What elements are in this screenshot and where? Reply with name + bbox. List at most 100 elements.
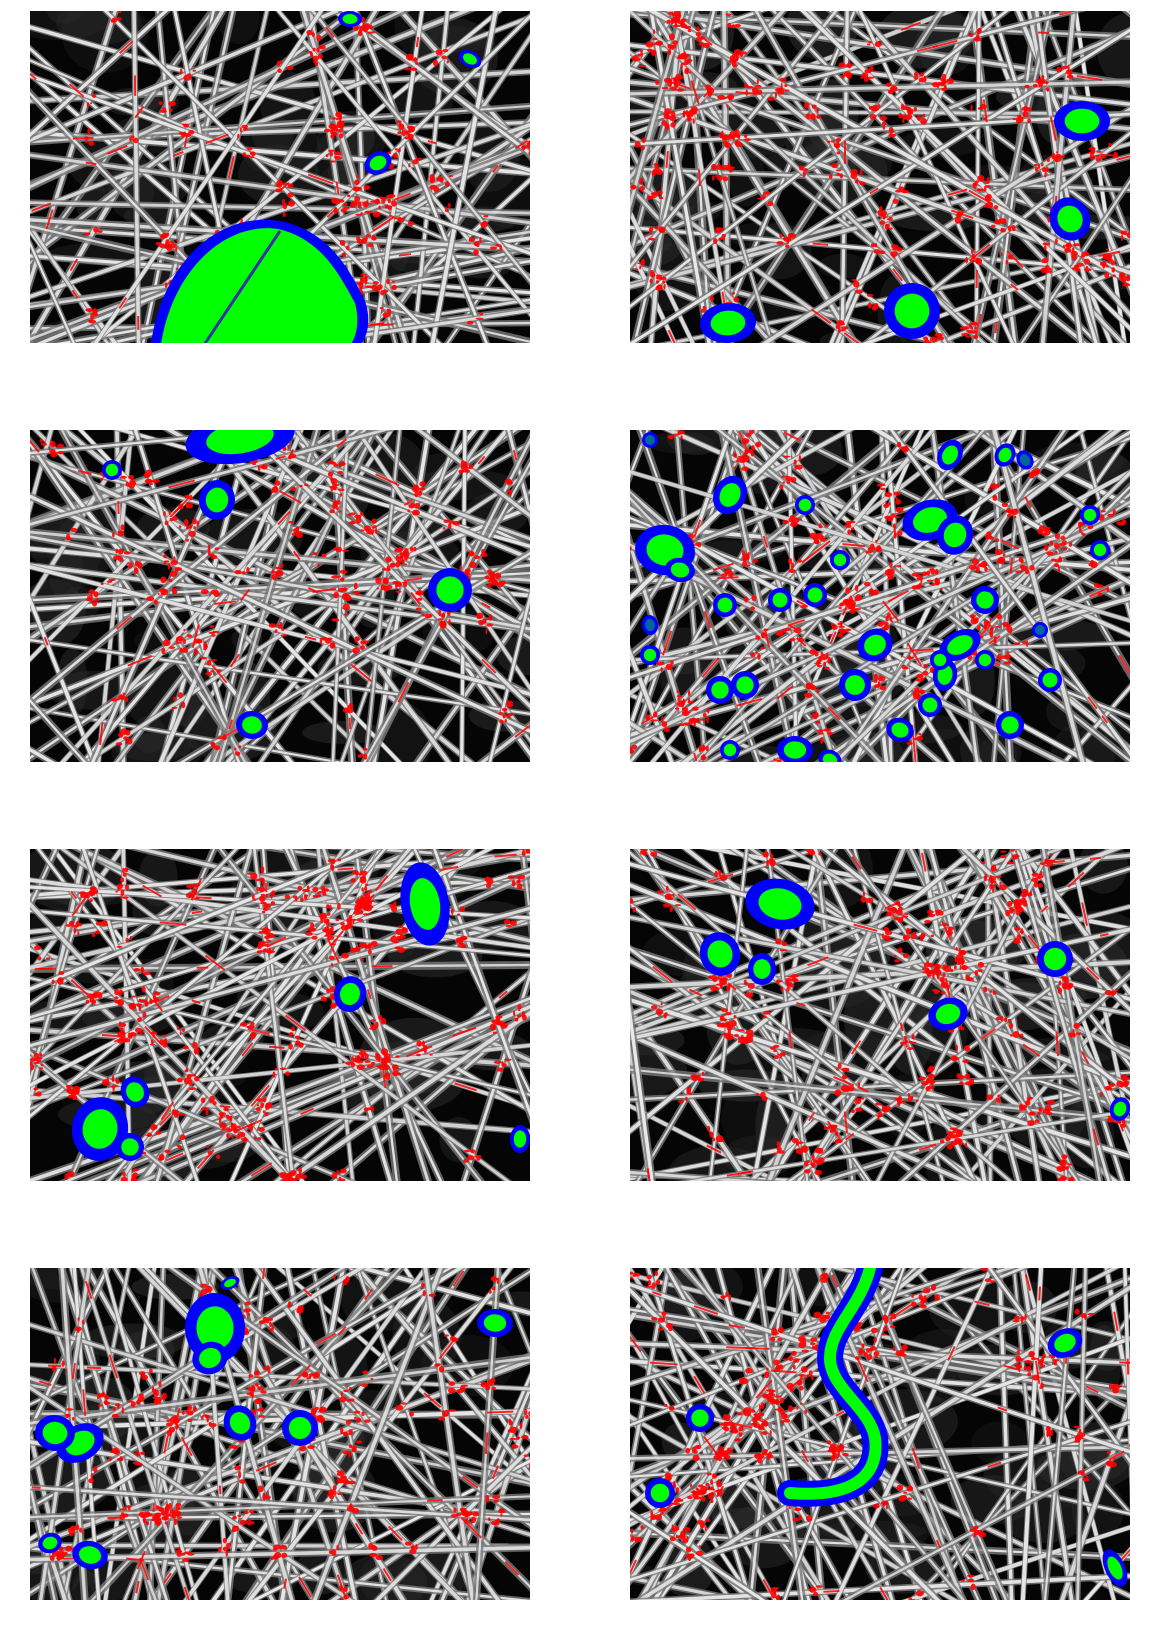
fiber — [349, 177, 530, 343]
junction-mark — [894, 516, 901, 519]
junction-mark — [875, 545, 882, 553]
junction-mark — [130, 1401, 136, 1408]
junction-mark — [468, 550, 475, 557]
junction-mark — [311, 32, 315, 37]
junction-mark — [1017, 114, 1022, 118]
junction-mark — [1006, 651, 1010, 654]
junction-mark — [887, 82, 892, 86]
junction-mark — [225, 1114, 230, 1118]
junction-streak — [219, 1105, 231, 1108]
junction-mark — [1044, 544, 1049, 552]
junction-mark — [125, 937, 129, 943]
junction-mark — [242, 1136, 248, 1143]
junction-mark — [39, 1067, 44, 1070]
junction-mark — [336, 1470, 345, 1473]
junction-mark — [172, 1109, 179, 1115]
junction-mark — [858, 1082, 861, 1087]
junction-mark — [912, 693, 921, 700]
junction-mark — [210, 589, 219, 595]
junction-mark — [416, 1040, 423, 1047]
junction-mark — [934, 568, 939, 575]
junction-mark — [849, 609, 857, 614]
junction-mark — [205, 1108, 209, 1116]
fiber — [986, 849, 992, 1181]
junction-mark — [874, 684, 880, 689]
junction-mark — [338, 133, 344, 139]
junction-mark — [304, 483, 309, 486]
fiber — [1079, 430, 1130, 621]
junction-mark — [976, 624, 981, 631]
junction-streak — [652, 965, 674, 983]
bead — [1054, 101, 1110, 141]
junction-mark — [166, 245, 173, 252]
junction-mark — [403, 935, 406, 939]
bead — [641, 615, 659, 635]
junction-mark — [49, 441, 56, 448]
junction-mark — [380, 290, 385, 296]
junction-mark — [370, 1377, 374, 1381]
junction-mark — [734, 23, 741, 28]
junction-mark — [373, 212, 381, 216]
junction-mark — [705, 745, 709, 752]
junction-mark — [926, 1077, 933, 1083]
junction-mark — [76, 1524, 80, 1531]
fiber — [30, 1385, 354, 1600]
junction-mark — [992, 990, 997, 995]
junction-mark — [674, 707, 680, 710]
fiber — [630, 1033, 969, 1181]
junction-mark — [337, 470, 344, 475]
junction-mark — [271, 569, 274, 572]
junction-mark — [1000, 227, 1004, 232]
junction-mark — [836, 151, 841, 155]
junction-mark — [358, 1050, 367, 1056]
junction-streak — [191, 999, 201, 1004]
junction-streak — [227, 155, 235, 179]
fiber — [630, 1002, 654, 1181]
junction-mark — [214, 745, 220, 751]
junction-mark — [1105, 154, 1114, 157]
junction-mark — [1087, 524, 1094, 530]
junction-mark — [272, 1554, 279, 1560]
junction-mark — [1113, 1121, 1120, 1124]
bead — [699, 932, 741, 976]
junction-mark — [126, 738, 133, 745]
junction-mark — [662, 280, 666, 284]
junction-mark — [179, 68, 183, 75]
junction-mark — [697, 1074, 701, 1079]
junction-mark — [630, 747, 632, 754]
junction-mark — [154, 599, 158, 605]
junction-mark — [906, 741, 913, 745]
junction-mark — [165, 1422, 173, 1427]
fiber — [992, 430, 1085, 762]
junction-mark — [821, 537, 826, 542]
junction-mark — [940, 990, 946, 995]
junction-mark — [496, 1067, 504, 1072]
junction-mark — [122, 692, 126, 696]
fiber — [729, 430, 836, 762]
junction-mark — [174, 567, 182, 571]
junction-mark — [989, 631, 994, 638]
bead — [918, 693, 942, 717]
junction-streak — [981, 1028, 996, 1040]
fiber — [725, 11, 981, 343]
junction-mark — [318, 53, 323, 59]
junction-streak — [375, 473, 400, 487]
junction-mark — [393, 901, 397, 907]
junction-streak — [1059, 11, 1078, 16]
junction-mark — [475, 317, 484, 320]
junction-mark — [362, 201, 369, 208]
fiber — [141, 11, 215, 343]
junction-mark — [90, 102, 93, 105]
junction-mark — [1058, 980, 1062, 986]
junction-mark — [485, 883, 492, 889]
junction-streak — [667, 329, 676, 343]
junction-mark — [865, 897, 874, 904]
junction-mark — [332, 502, 338, 509]
bead — [971, 586, 999, 614]
bead — [1016, 450, 1034, 470]
micrograph-panel-3 — [30, 430, 530, 762]
junction-mark — [322, 891, 327, 896]
junction-mark — [360, 645, 366, 650]
junction-streak — [277, 510, 291, 526]
junction-mark — [918, 732, 922, 736]
